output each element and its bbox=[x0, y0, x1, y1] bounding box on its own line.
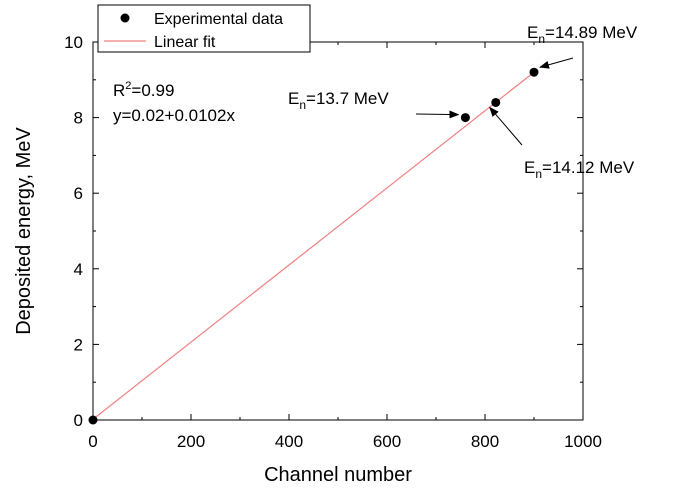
annotation-label: En=14.89 MeV bbox=[527, 23, 638, 46]
y-axis-title: Deposited energy, MeV bbox=[13, 127, 35, 335]
x-axis-title: Channel number bbox=[264, 464, 412, 486]
legend: Experimental data Linear fit bbox=[97, 4, 311, 53]
annotation-arrow bbox=[415, 110, 460, 119]
fit-line bbox=[92, 71, 535, 420]
data-point bbox=[491, 97, 501, 107]
annotation-label: En=14.12 MeV bbox=[524, 158, 635, 181]
r-squared-label: R2=0.99 bbox=[113, 80, 174, 100]
data-point bbox=[460, 113, 470, 123]
plot-frame: 0 200 400 600 800 1000 0 2 4 6 8 10 Channel number De… bbox=[13, 33, 602, 486]
annotation-arrow bbox=[539, 57, 574, 69]
x-tick-label: 600 bbox=[373, 432, 401, 451]
legend-label-experimental: Experimental data bbox=[154, 11, 283, 28]
y-tick-label: 2 bbox=[74, 335, 83, 354]
x-tick-label: 400 bbox=[275, 432, 303, 451]
fit-line-layer bbox=[92, 71, 535, 420]
legend-marker-experimental bbox=[120, 13, 130, 23]
x-tick-label: 200 bbox=[177, 432, 205, 451]
y-tick-label: 10 bbox=[64, 33, 83, 52]
x-tick-label: 800 bbox=[471, 432, 499, 451]
fit-equation-label: y=0.02+0.0102x bbox=[113, 106, 235, 125]
annotation-arrow bbox=[489, 106, 523, 146]
data-point bbox=[529, 67, 539, 77]
x-tick-label: 0 bbox=[88, 432, 97, 451]
annotation-label: En=13.7 MeV bbox=[288, 89, 389, 112]
y-tick-label: 6 bbox=[74, 184, 83, 203]
fit-statistics: R2=0.99 y=0.02+0.0102x bbox=[113, 80, 235, 125]
annotations-layer: En=13.7 MeV En=14.12 MeV En=14.89 MeV bbox=[288, 23, 638, 181]
legend-label-fit: Linear fit bbox=[154, 34, 216, 51]
legend-box bbox=[97, 4, 311, 53]
y-tick-label: 0 bbox=[74, 411, 83, 430]
y-tick-label: 8 bbox=[74, 109, 83, 128]
y-tick-label: 4 bbox=[74, 260, 83, 279]
data-point bbox=[88, 415, 98, 425]
data-points-layer bbox=[88, 67, 539, 425]
x-tick-label: 1000 bbox=[564, 432, 602, 451]
